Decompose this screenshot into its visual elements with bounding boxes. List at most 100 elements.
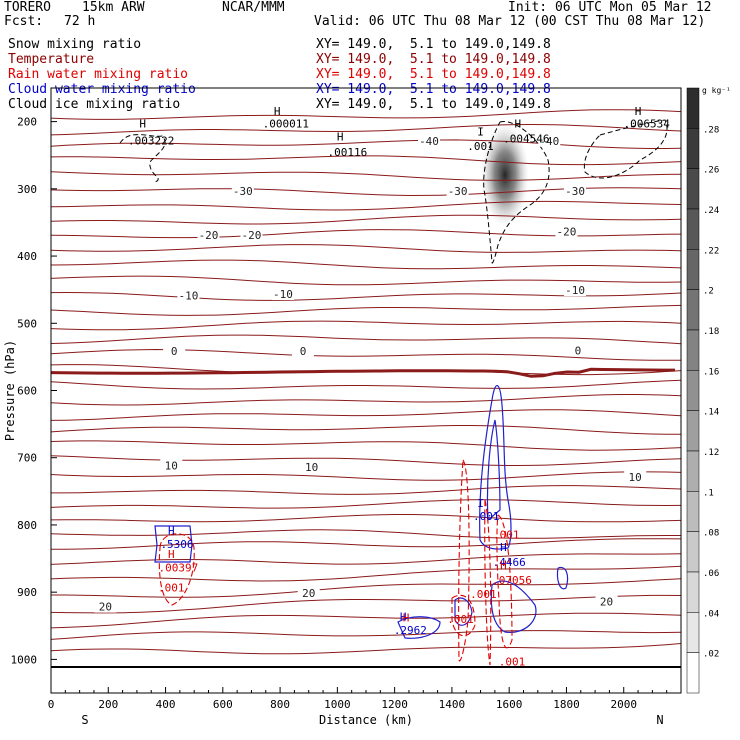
y-tick-label: 900 bbox=[17, 586, 37, 599]
legend-xy: XY= 149.0, 5.1 to 149.0,149.8 bbox=[316, 67, 551, 82]
y-tick-label: 800 bbox=[17, 519, 37, 532]
legend-cloud-ice-mixing-ratio: Cloud ice mixing ratio bbox=[8, 97, 181, 112]
colorbar-label: .16 bbox=[703, 367, 719, 377]
valid-time: Valid: 06 UTC Thu 08 Mar 12 (00 CST Thu … bbox=[314, 14, 706, 29]
isotherm-label: 20 bbox=[302, 587, 315, 600]
x-tick-label: 0 bbox=[48, 698, 55, 711]
center-label: NCAR/MMM bbox=[222, 0, 285, 15]
legend-snow-mixing-ratio: Snow mixing ratio bbox=[8, 37, 142, 52]
isotherm bbox=[50, 612, 682, 629]
isotherm-label: -30 bbox=[448, 185, 468, 198]
cloud-water-contour bbox=[479, 385, 512, 550]
isotherm bbox=[50, 171, 682, 181]
y-tick-label: 600 bbox=[17, 385, 37, 398]
isotherm bbox=[50, 123, 682, 136]
legend-xy: XY= 149.0, 5.1 to 149.0,149.8 bbox=[316, 97, 551, 112]
cloud-water-contour bbox=[490, 580, 537, 633]
x-tick-label: 1400 bbox=[439, 698, 466, 711]
colorbar-label: .1 bbox=[703, 488, 714, 498]
extremum-annotation: H bbox=[337, 130, 344, 143]
isotherm-label-bg bbox=[300, 460, 323, 473]
colorbar-cell bbox=[686, 612, 700, 653]
isotherm bbox=[50, 379, 682, 390]
isotherm bbox=[50, 630, 682, 640]
extremum-annotation: .001 bbox=[499, 655, 526, 668]
colorbar-cell bbox=[686, 168, 700, 210]
x-tick-label: 400 bbox=[156, 698, 176, 711]
rain-water-contour bbox=[496, 514, 513, 649]
colorbar-label: .08 bbox=[703, 529, 719, 539]
extremum-annotation: .5306 bbox=[160, 538, 193, 551]
extremum-annotation: H bbox=[635, 105, 642, 118]
isotherm bbox=[50, 214, 682, 225]
isotherm-label-bg bbox=[271, 288, 294, 301]
isotherm-label-bg bbox=[538, 134, 561, 147]
legend-temperature: Temperature bbox=[8, 52, 95, 67]
isotherm bbox=[50, 139, 682, 149]
model-resolution: 15km ARW bbox=[82, 0, 145, 15]
isotherm-label: 0 bbox=[300, 345, 307, 358]
north-label: N bbox=[656, 713, 663, 727]
extremum-annotation: .001 bbox=[158, 581, 185, 594]
colorbar-label: .22 bbox=[703, 246, 719, 256]
colorbar-label: .18 bbox=[703, 327, 719, 337]
extremum-annotation: .4466 bbox=[493, 556, 526, 569]
extremum-annotation: .00116 bbox=[328, 146, 368, 159]
isotherm bbox=[50, 514, 682, 523]
isotherm bbox=[50, 565, 682, 582]
rain-water-contour bbox=[451, 594, 476, 637]
extremum-annotation: H bbox=[139, 118, 146, 131]
colorbar-cell bbox=[686, 491, 700, 532]
legend-xy: XY= 149.0, 5.1 to 149.0,149.8 bbox=[316, 37, 551, 52]
x-axis-title: Distance (km) bbox=[319, 713, 413, 727]
extremum-annotation: .00397 bbox=[159, 561, 199, 574]
y-axis-title: Pressure (hPa) bbox=[3, 340, 17, 441]
isotherm bbox=[50, 425, 682, 435]
isotherm bbox=[50, 455, 682, 467]
isotherm bbox=[50, 643, 682, 655]
isotherm bbox=[50, 394, 682, 406]
colorbar-label: .28 bbox=[703, 125, 719, 135]
extremum-annotation: .006534 bbox=[623, 118, 670, 131]
isotherm-label-bg bbox=[564, 185, 587, 198]
x-tick-label: 1600 bbox=[496, 698, 523, 711]
isotherm-label-bg bbox=[555, 225, 578, 238]
y-tick-label: 700 bbox=[17, 452, 37, 465]
snow-contour bbox=[583, 119, 668, 179]
south-label: S bbox=[81, 713, 88, 727]
snow-shaded-maximum bbox=[481, 123, 529, 227]
isotherm-label: -20 bbox=[557, 226, 577, 239]
extremum-annotation: .001 bbox=[467, 140, 494, 153]
isotherm-label-bg bbox=[177, 289, 200, 302]
isotherm-label-bg bbox=[418, 134, 440, 147]
isotherm bbox=[50, 553, 682, 565]
model-name: TORERO bbox=[4, 0, 51, 15]
isotherm bbox=[50, 440, 682, 451]
isotherm-label-bg bbox=[564, 284, 587, 297]
isotherm-label: 10 bbox=[305, 461, 318, 474]
isotherm-label-bg bbox=[297, 587, 320, 600]
isotherm bbox=[50, 529, 681, 539]
isotherm bbox=[50, 471, 682, 481]
colorbar-label: .04 bbox=[703, 609, 719, 619]
colorbar-cell bbox=[686, 450, 700, 492]
x-tick-label: 200 bbox=[98, 698, 118, 711]
isotherm-label: 20 bbox=[99, 601, 112, 614]
extremum-annotation: H bbox=[168, 548, 175, 561]
colorbar-cell bbox=[686, 128, 700, 169]
y-tick-label: 400 bbox=[17, 250, 37, 263]
isotherm-label: -40 bbox=[539, 135, 559, 148]
forecast-label: Fcst: bbox=[4, 14, 44, 29]
isotherm bbox=[50, 155, 682, 166]
isotherm bbox=[50, 229, 682, 239]
isotherm-label: -10 bbox=[179, 289, 199, 302]
isotherm-label: 20 bbox=[600, 595, 613, 608]
rain-water-contour bbox=[458, 459, 470, 662]
x-tick-label: 800 bbox=[270, 698, 290, 711]
isotherm-label: -40 bbox=[419, 135, 439, 148]
cloud-water-contour bbox=[397, 616, 441, 639]
isotherm-label-bg bbox=[160, 459, 183, 472]
isotherm-label: -30 bbox=[233, 185, 253, 198]
legend-rain-water-mixing-ratio: Rain water mixing ratio bbox=[8, 67, 189, 82]
forecast-hours: 72 h bbox=[64, 14, 96, 29]
